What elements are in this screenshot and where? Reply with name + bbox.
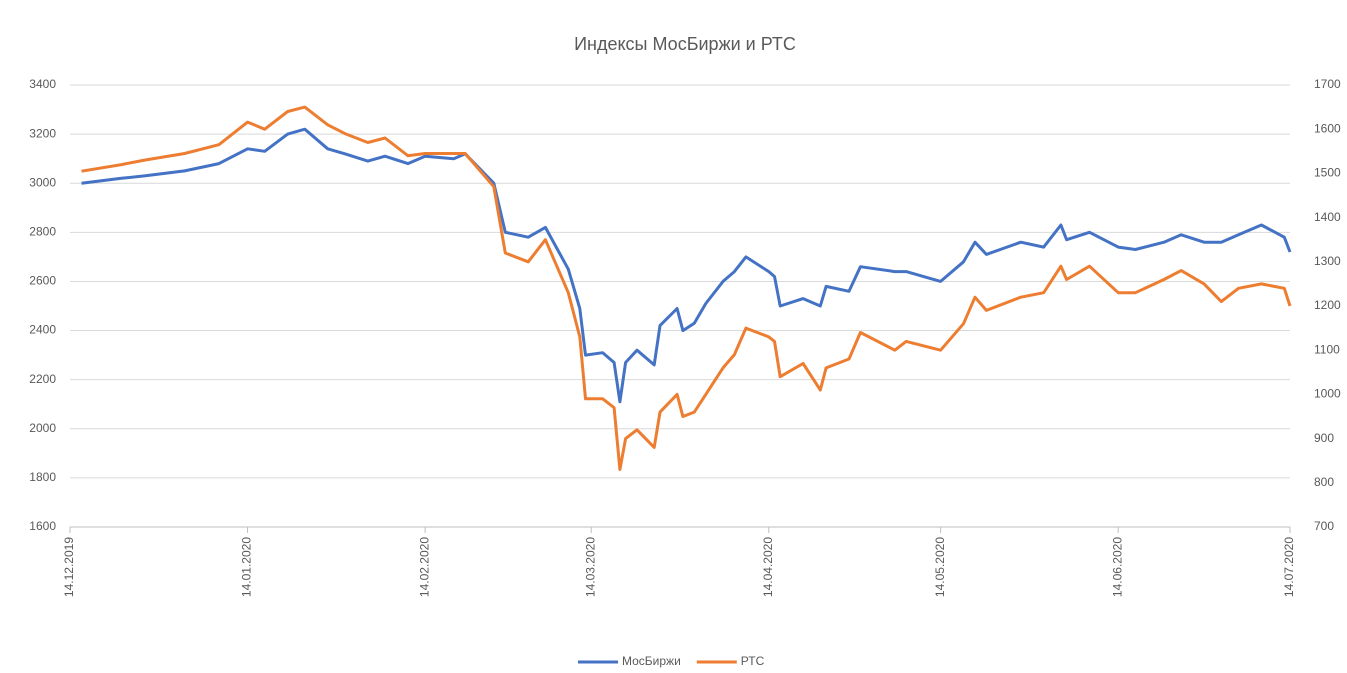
chart-title: Индексы МосБиржи и РТС bbox=[574, 34, 796, 54]
y-tick-label: 2000 bbox=[29, 421, 56, 435]
y2-tick-label: 1600 bbox=[1314, 121, 1341, 135]
y-tick-label: 3200 bbox=[29, 126, 56, 140]
y2-tick-label: 800 bbox=[1314, 475, 1334, 489]
x-tick-label: 14.02.2020 bbox=[417, 537, 431, 597]
y-tick-label: 2800 bbox=[29, 225, 56, 239]
y-tick-label: 2600 bbox=[29, 274, 56, 288]
y2-tick-label: 700 bbox=[1314, 519, 1334, 533]
legend-label: МосБиржи bbox=[622, 654, 681, 668]
y2-tick-label: 1500 bbox=[1314, 166, 1341, 180]
x-tick-label: 14.12.2019 bbox=[62, 537, 76, 597]
x-tick-label: 14.05.2020 bbox=[933, 537, 947, 597]
y-tick-label: 2200 bbox=[29, 372, 56, 386]
y2-tick-label: 1100 bbox=[1314, 342, 1340, 356]
y-tick-label: 1800 bbox=[29, 470, 56, 484]
y-tick-label: 3000 bbox=[29, 175, 56, 189]
x-tick-label: 14.06.2020 bbox=[1110, 537, 1124, 597]
y-tick-label: 1600 bbox=[29, 519, 56, 533]
y-tick-label: 3400 bbox=[29, 77, 56, 91]
y2-tick-label: 1400 bbox=[1314, 210, 1341, 224]
y2-tick-label: 1200 bbox=[1314, 298, 1341, 312]
x-tick-label: 14.04.2020 bbox=[761, 537, 775, 597]
x-tick-label: 14.03.2020 bbox=[583, 537, 597, 597]
x-tick-label: 14.07.2020 bbox=[1282, 537, 1296, 597]
legend-label: РТС bbox=[741, 654, 765, 668]
line-series bbox=[81, 127, 1292, 404]
y-tick-label: 2400 bbox=[29, 323, 56, 337]
y2-tick-label: 1700 bbox=[1314, 77, 1341, 91]
x-tick-label: 14.01.2020 bbox=[240, 537, 254, 597]
line-series bbox=[81, 105, 1292, 471]
y2-tick-label: 900 bbox=[1314, 431, 1334, 445]
y2-tick-label: 1000 bbox=[1314, 387, 1341, 401]
y2-tick-label: 1300 bbox=[1314, 254, 1341, 268]
